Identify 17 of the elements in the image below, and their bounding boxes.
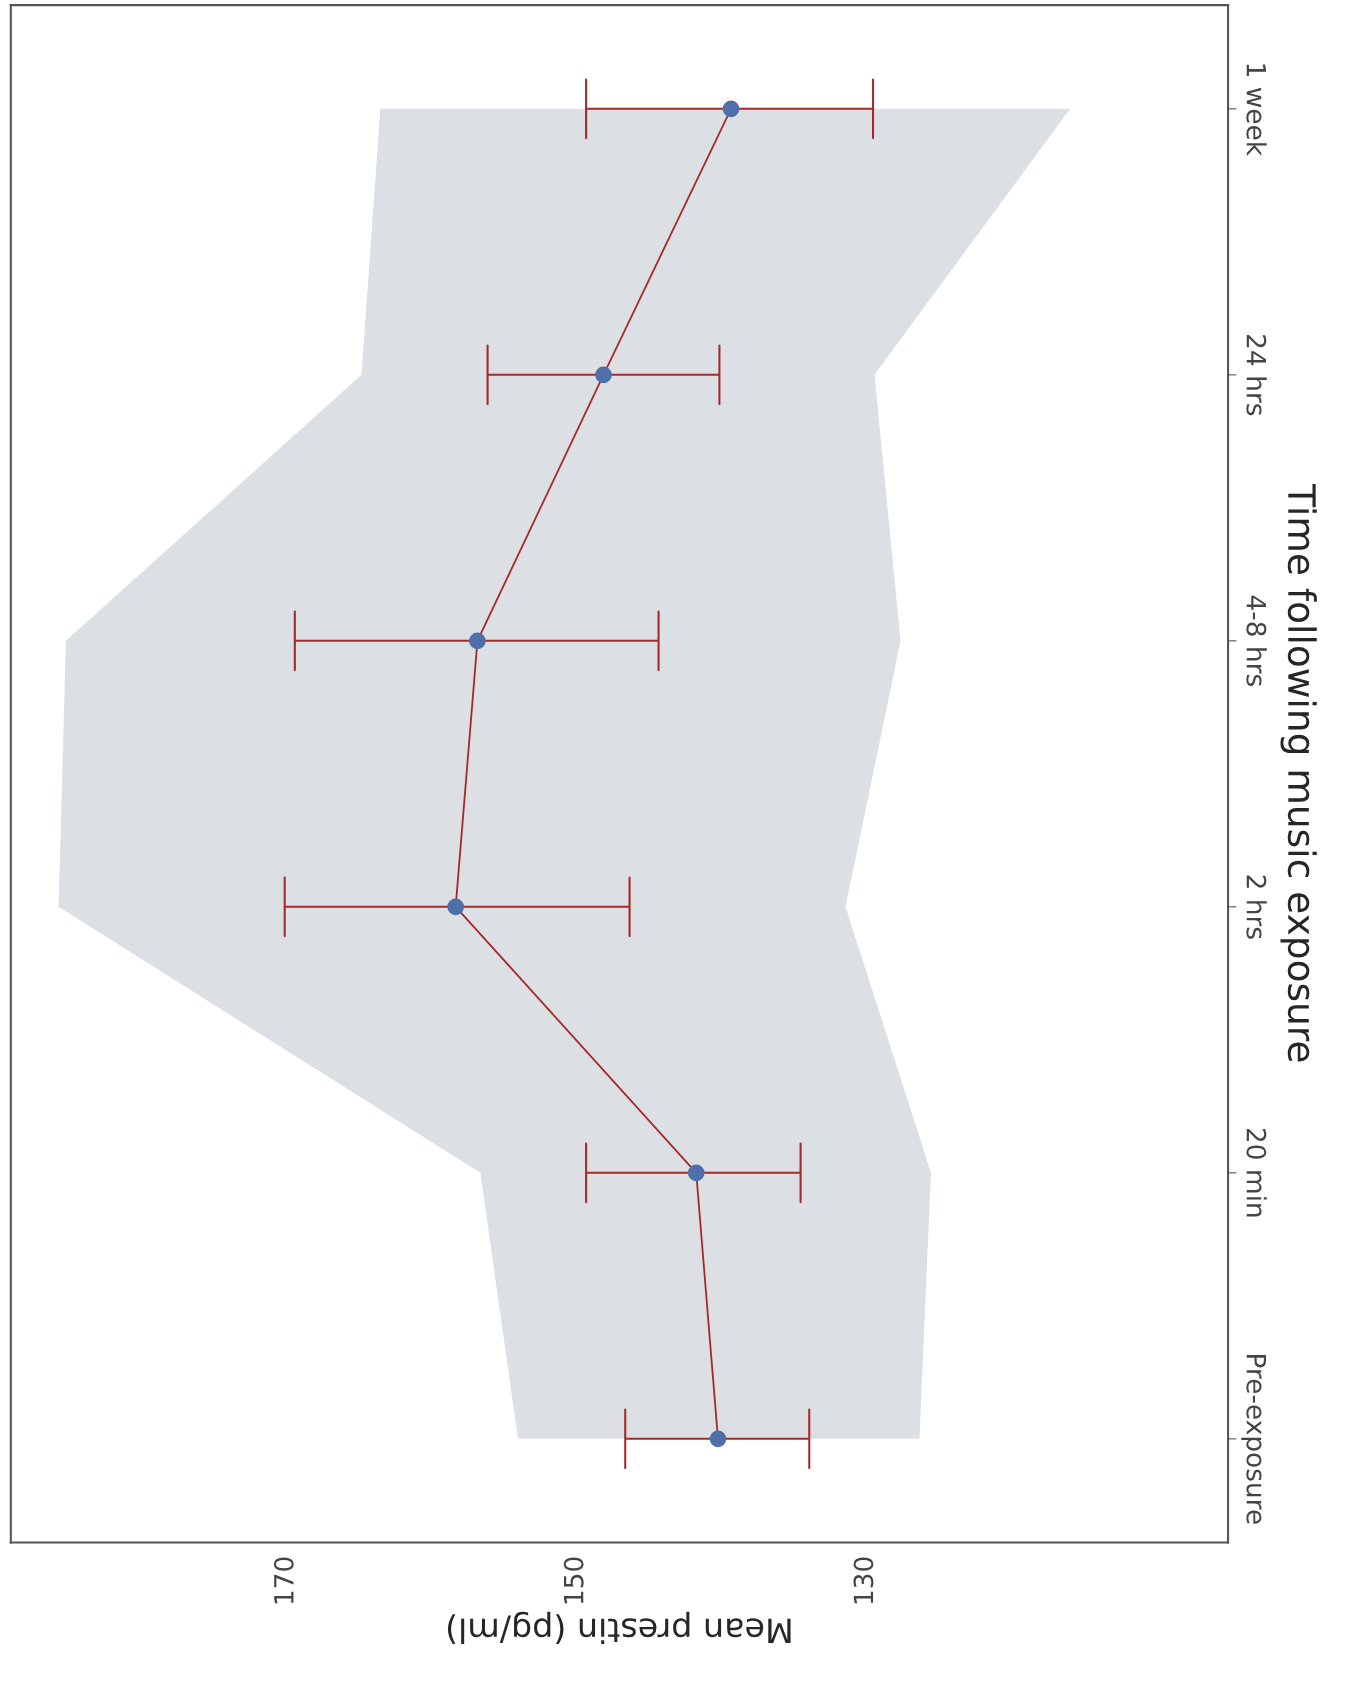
y-tick-label: 4-8 hrs (1246, 595, 1267, 686)
point (447, 898, 465, 916)
point (469, 632, 486, 650)
y-tick-label: 2 hrs (1246, 875, 1267, 939)
point (709, 1430, 727, 1448)
y-tick-label: Pre-exposure (1241, 1355, 1266, 1524)
x-tick-label: 150 (563, 1557, 584, 1604)
y-axis-title: Time following music exposure (1280, 484, 1317, 1062)
point (722, 100, 740, 118)
y-tick-label: 24 hrs (1246, 335, 1267, 416)
x-tick-label: 170 (273, 1557, 294, 1604)
x-axis-title: Mean prestin (pg/ml) (447, 1611, 791, 1644)
point (595, 366, 612, 384)
y-tick-label: 20 min (1246, 1128, 1267, 1217)
point (687, 1164, 705, 1182)
x-tick-label: 130 (853, 1557, 874, 1604)
y-tick-label: 1 week (1246, 64, 1267, 157)
